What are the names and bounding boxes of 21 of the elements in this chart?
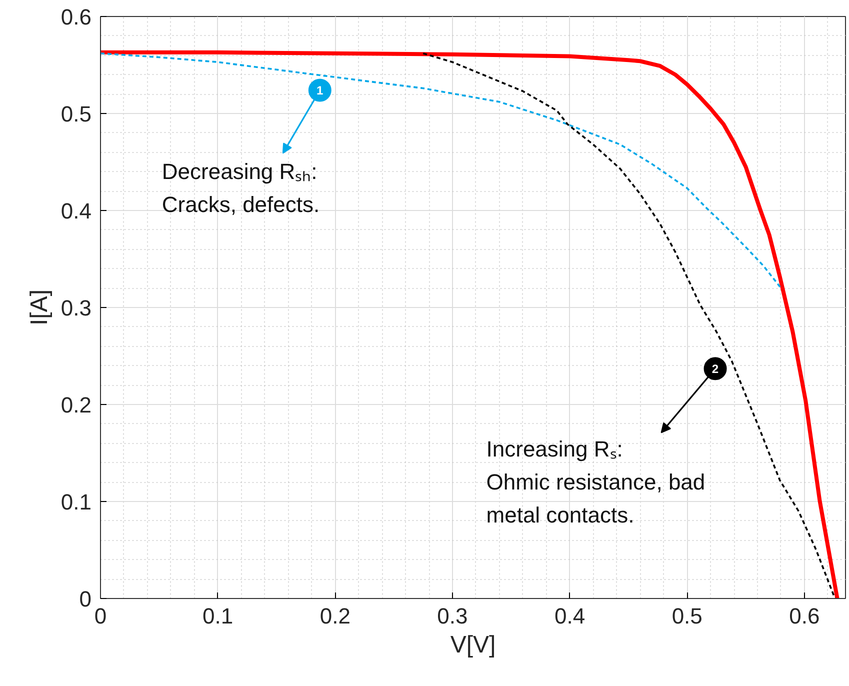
y-tick-label: 0.6 <box>60 4 92 30</box>
annotation: 1 <box>316 84 324 98</box>
y-tick-label: 0.4 <box>60 198 92 224</box>
x-tick-label: 0.3 <box>437 604 468 628</box>
x-tick-label: 0.2 <box>320 604 350 628</box>
x-tick-label: 0.4 <box>554 604 586 628</box>
y-tick-label: 0.5 <box>60 102 92 126</box>
annotation: Increasing Rₛ: Ohmic resistance, bad metal contacts. <box>486 436 706 528</box>
x-tick-label: 0.6 <box>789 604 820 628</box>
y-tick-label: 0.1 <box>60 490 92 514</box>
line-series <box>100 52 782 289</box>
annotation: Decreasing Rₛₕ: Cracks, defects. <box>162 159 320 218</box>
y-tick-label: 0 <box>79 586 92 612</box>
x-axis-title: V[V] <box>450 632 496 658</box>
y-axis-title: I[A] <box>26 289 53 326</box>
annotation: 2 <box>712 362 719 376</box>
line-series <box>422 52 836 598</box>
x-tick-label: 0.5 <box>672 604 702 628</box>
x-tick-label: 0.1 <box>202 604 234 628</box>
y-tick-label: 0.3 <box>60 296 92 320</box>
y-tick-label: 0.2 <box>60 392 92 418</box>
